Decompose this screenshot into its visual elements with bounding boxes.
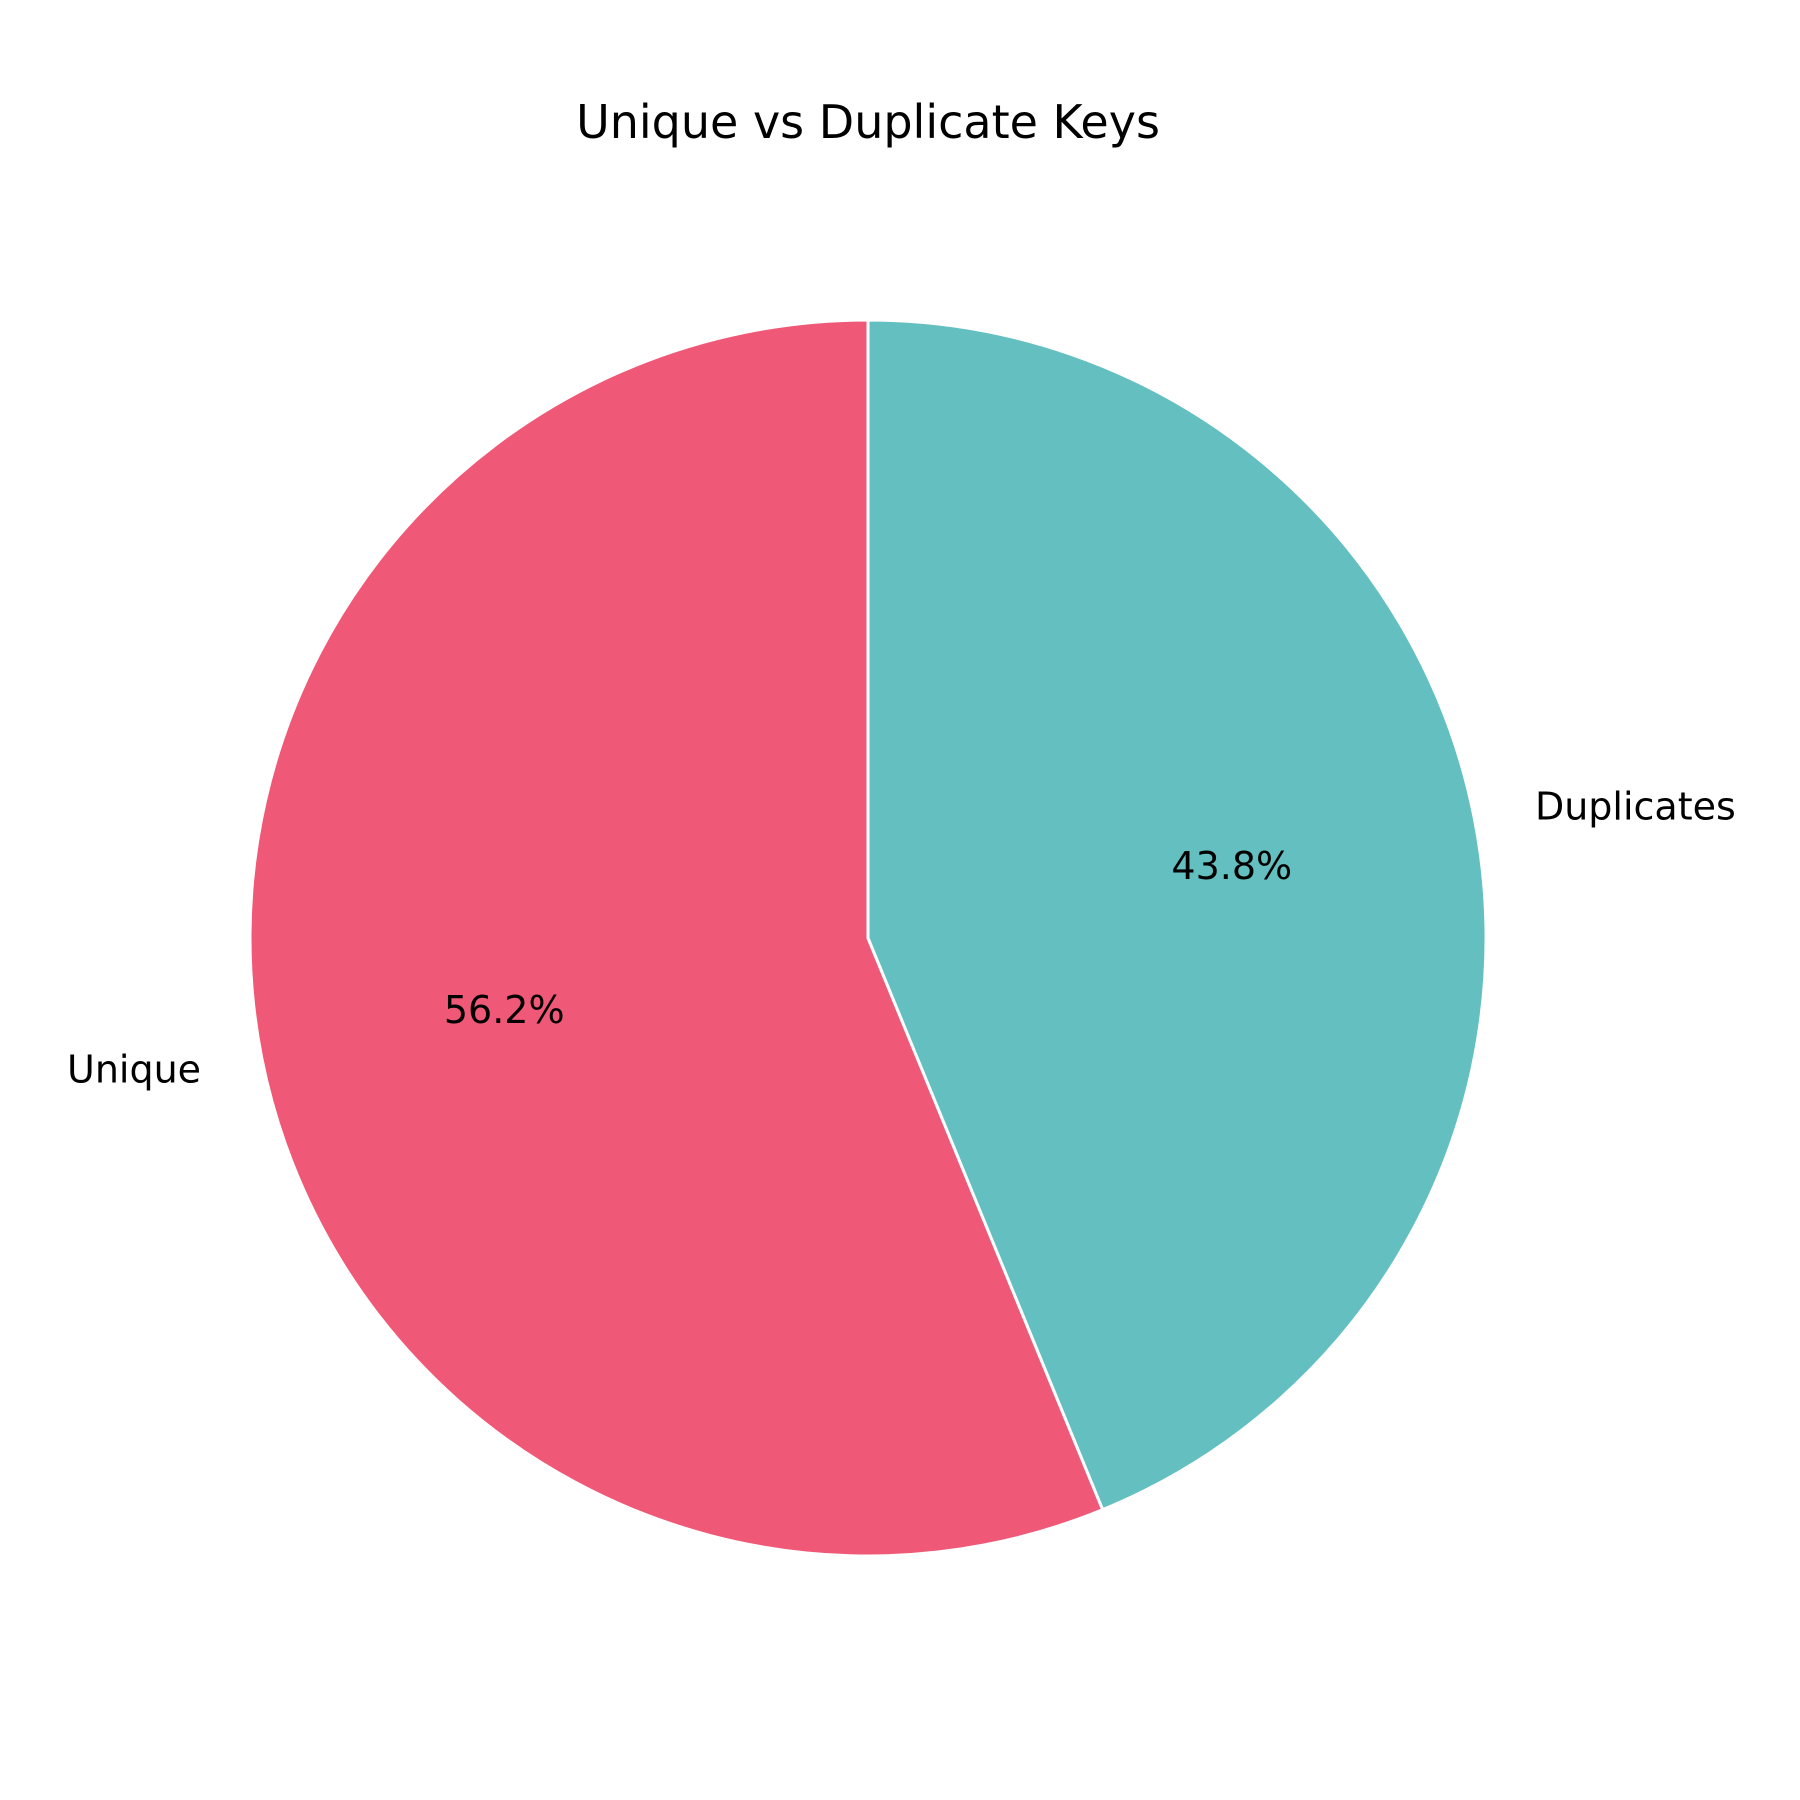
slice-label-unique: Unique: [67, 1048, 201, 1092]
chart-title: Unique vs Duplicate Keys: [576, 95, 1160, 149]
pie-slice-unique: [248, 318, 1105, 1558]
slice-percent-unique: 56.2%: [444, 988, 565, 1032]
pie-slices: [248, 318, 1488, 1558]
slice-percent-duplicates: 43.8%: [1171, 844, 1292, 888]
pie-labels: Unique 56.2% Duplicates 43.8%: [67, 784, 1736, 1091]
pie-slice-duplicates: [866, 318, 1488, 1512]
slice-label-duplicates: Duplicates: [1535, 784, 1736, 828]
